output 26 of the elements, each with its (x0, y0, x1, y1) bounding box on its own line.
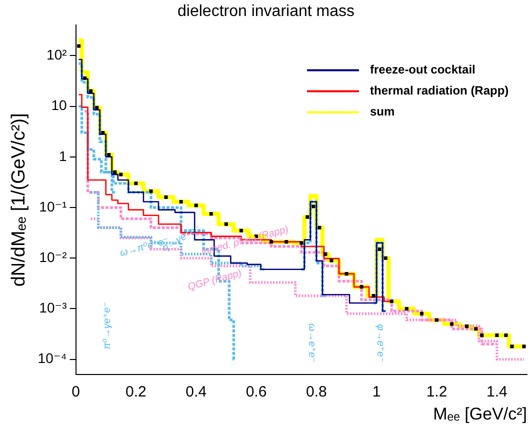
x-tick-label: 0.8 (306, 384, 327, 401)
x-tick-label: 1 (372, 384, 381, 401)
y-tick-label: 10⁻³ (39, 300, 68, 316)
y-tick-label: 10⁻² (39, 248, 68, 265)
y-tick-label: 10 (51, 97, 67, 114)
x-tick-label: 0.6 (246, 384, 267, 401)
legend-label: thermal radiation (Rapp) (370, 84, 509, 98)
chart-title: dielectron invariant mass (178, 3, 354, 20)
x-tick-label: 1.4 (486, 384, 508, 401)
annotation: π⁰→γe⁺e⁻ (102, 302, 114, 350)
annotation: φ→e⁺e⁻ (374, 324, 386, 362)
x-tick-label: 0.4 (186, 384, 207, 401)
x-tick-label: 0 (72, 384, 80, 401)
y-tick-label: 10⁻¹ (39, 198, 68, 214)
legend-label: freeze-out cocktail (370, 62, 476, 77)
y-tick-label: 10⁻⁴ (38, 350, 67, 366)
annotation: ω→e⁺e⁻ (306, 323, 317, 363)
legend-label: sum (370, 104, 395, 119)
y-tick-label: 1 (58, 148, 67, 164)
x-tick-label: 1.2 (426, 384, 448, 401)
annotation: QGP (Rapp) (186, 268, 243, 293)
x-tick-label: 0.2 (126, 384, 146, 401)
x-axis-title: Mₑₑ [GeV/c²] (433, 404, 527, 424)
y-tick-label: 10² (46, 46, 68, 63)
y-axis-title: dN/dMₑₑ [1/(GeV/c²)] (8, 113, 30, 287)
annotation: inmed. ρ⁰+ω (Rapp) (200, 224, 290, 258)
